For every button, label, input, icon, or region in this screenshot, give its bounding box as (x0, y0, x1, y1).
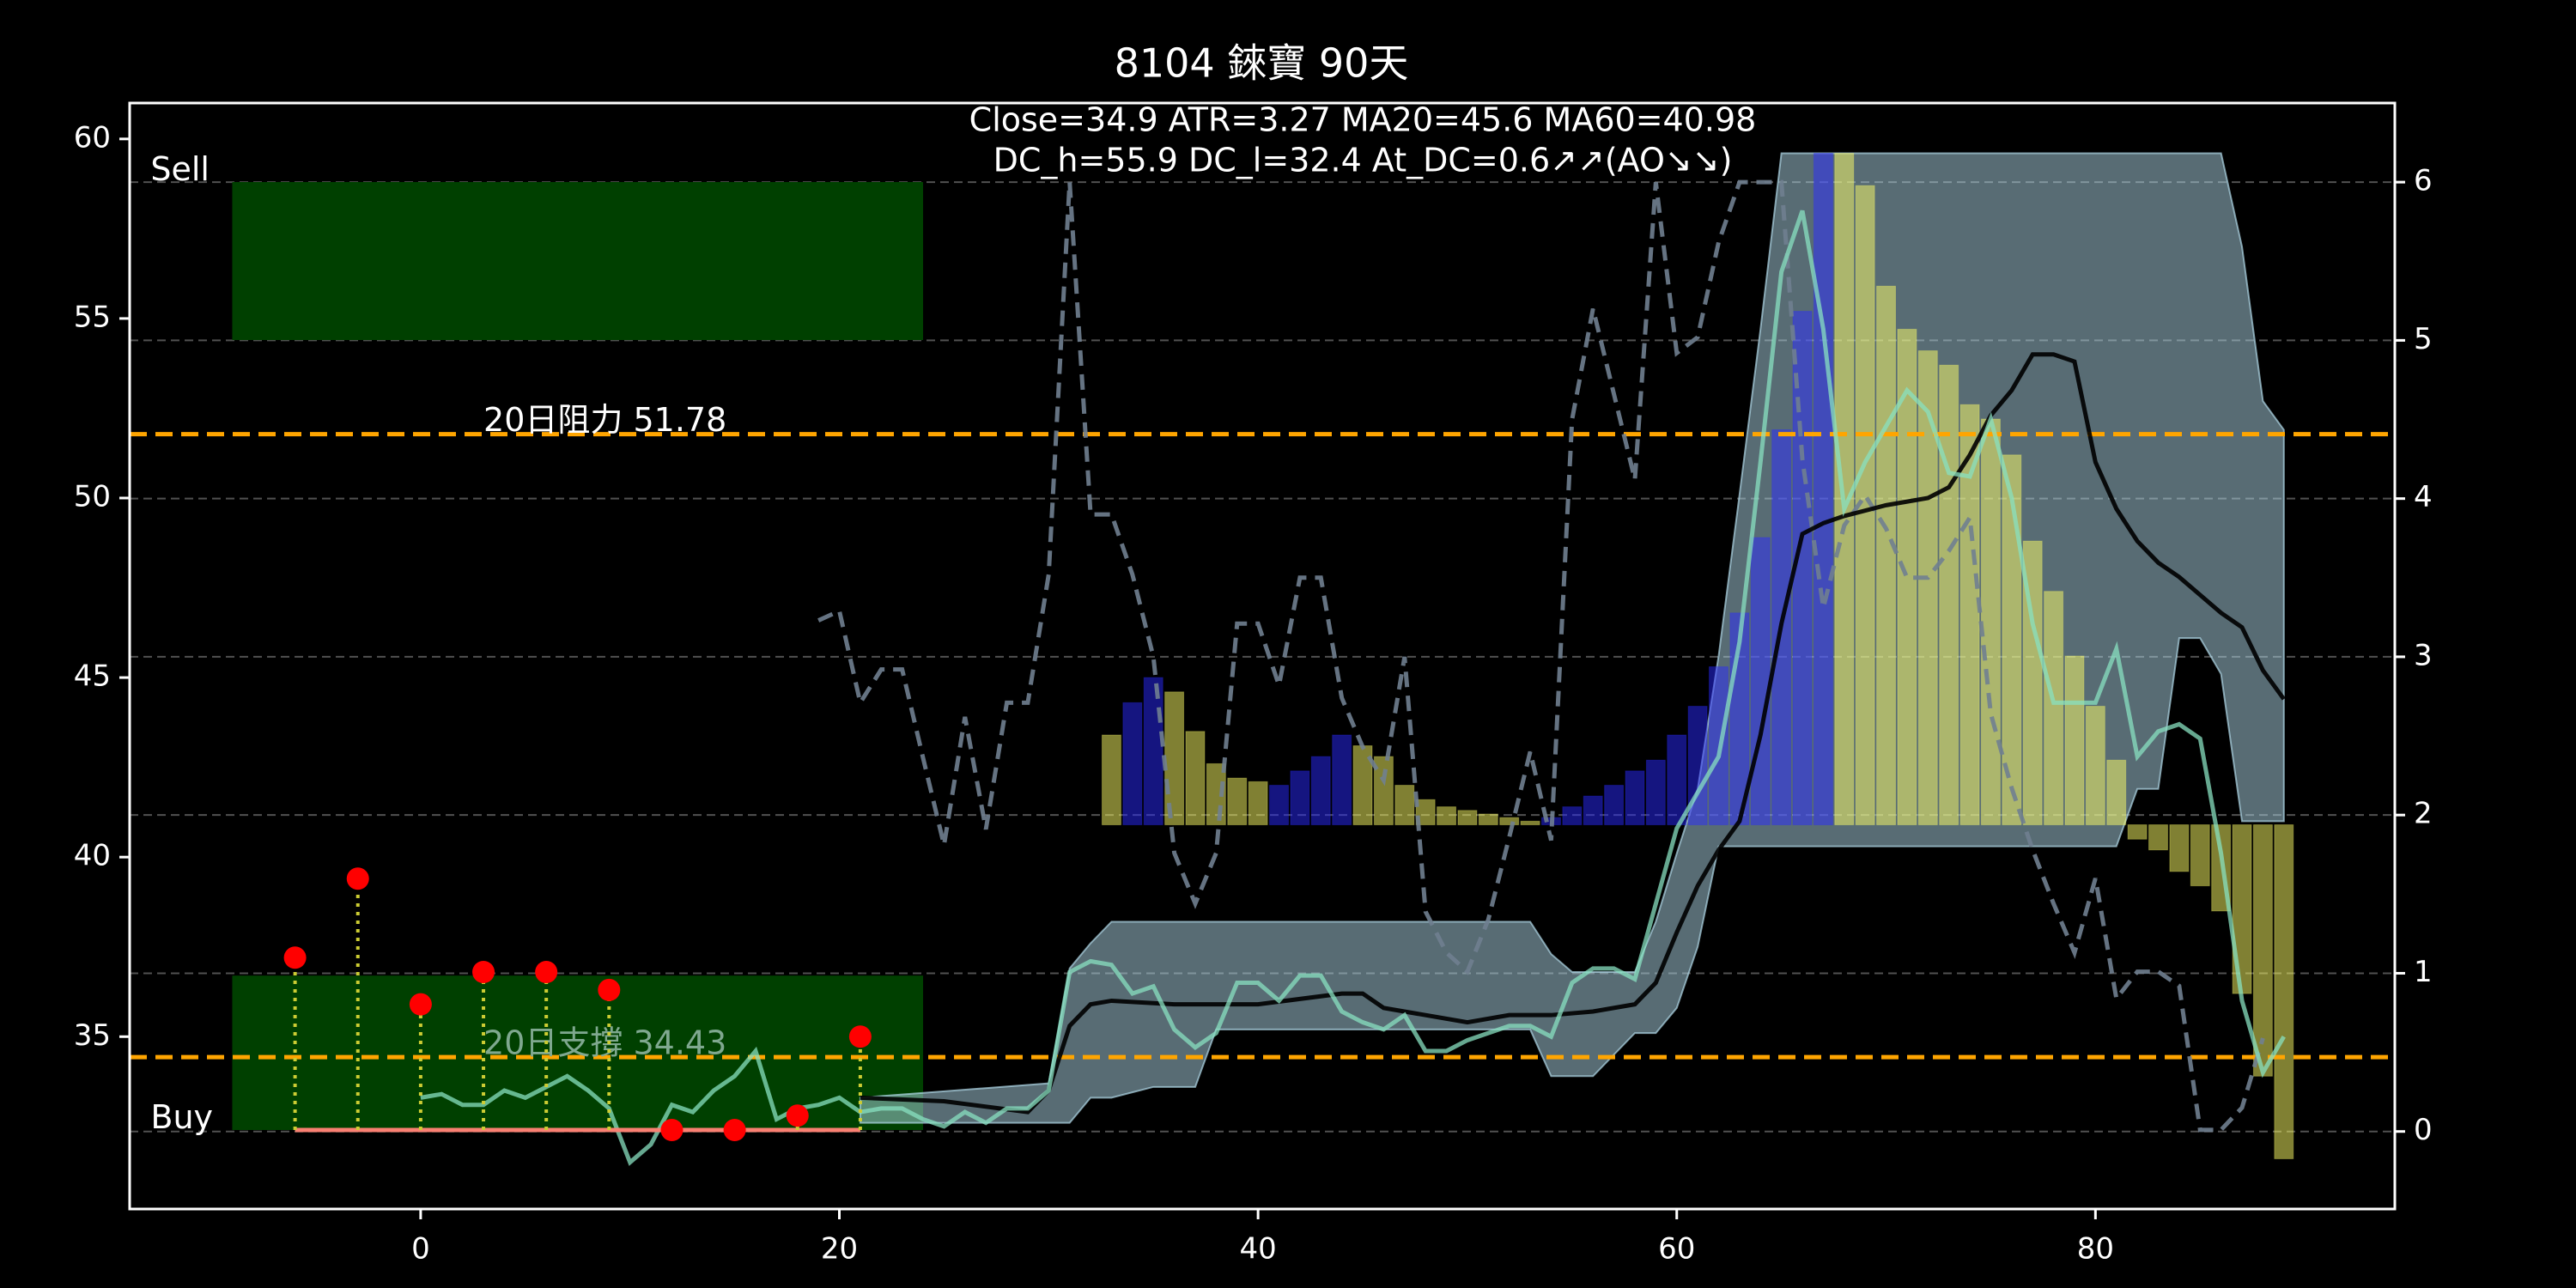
y-tick-label: 45 (74, 659, 111, 694)
ao-bar (2064, 655, 2085, 826)
zone (232, 975, 924, 1130)
ao-bar (2190, 824, 2210, 887)
ao-bar (1122, 702, 1143, 826)
ao-bar (1290, 770, 1310, 826)
zone-label: Buy (150, 1098, 213, 1136)
ao-bar (2044, 591, 2064, 826)
signal-dot (535, 961, 558, 983)
ao-bar (1415, 799, 1436, 826)
ao-bar (1394, 785, 1415, 826)
signal-dot (723, 1119, 746, 1141)
signal-dot (786, 1104, 809, 1127)
y-tick-label: 60 (74, 120, 111, 155)
signal-dot (472, 961, 495, 983)
ao-bar (1520, 820, 1540, 826)
signal-dot (598, 978, 621, 1001)
ao-bar (1248, 781, 1268, 826)
y-tick-label: 35 (74, 1018, 111, 1053)
y2-tick-label: 1 (2414, 955, 2433, 989)
level-label: 20日阻力 51.78 (483, 401, 726, 439)
x-tick-label: 60 (1658, 1232, 1695, 1267)
y2-tick-label: 2 (2414, 797, 2433, 831)
ao-bar (1185, 731, 1206, 826)
ao-bar (1645, 759, 1666, 826)
y2-tick-label: 0 (2414, 1113, 2433, 1147)
ao-bar (1876, 285, 1897, 826)
ao-bar (2274, 824, 2294, 1159)
ao-bar (1917, 350, 1938, 826)
y-tick-label: 40 (74, 839, 111, 873)
signal-dot (283, 946, 307, 969)
zone (232, 182, 924, 340)
ao-bar (2169, 824, 2190, 872)
ao-bar (1499, 817, 1520, 826)
ao-bar (1143, 677, 1163, 826)
series-line (420, 210, 2286, 1166)
ao-bar (2148, 824, 2168, 851)
y2-tick-label: 4 (2414, 480, 2433, 514)
ao-bar (1332, 734, 1352, 826)
ao-bar (1101, 734, 1121, 826)
chart-title: 8104 錸寶 90天 (1115, 40, 1409, 87)
ao-bar (1310, 756, 1331, 826)
ao-bar (1750, 537, 1771, 826)
ao-bar (1269, 785, 1289, 826)
ao-bar (1478, 813, 1498, 826)
zone-label: Sell (150, 150, 210, 188)
subtitle: DC_h=55.9 DC_l=32.4 At_DC=0.6↗↗(AO↘↘) (993, 142, 1733, 179)
y2-tick-label: 6 (2414, 164, 2433, 198)
x-tick-label: 20 (821, 1232, 858, 1267)
ao-bar (1583, 795, 1603, 826)
ao-bar (2106, 759, 2127, 826)
level-label: 20日支撐 34.43 (483, 1024, 726, 1062)
ao-bar (1373, 756, 1394, 826)
ao-bar (1457, 810, 1478, 826)
signal-dot (346, 867, 369, 890)
series-line (817, 179, 2265, 1133)
signal-dot (409, 993, 432, 1016)
x-tick-label: 0 (411, 1232, 430, 1267)
ao-bar (1604, 785, 1625, 826)
x-tick-label: 80 (2077, 1232, 2114, 1267)
y2-tick-label: 5 (2414, 322, 2433, 356)
ao-bar (2127, 824, 2148, 840)
signal-dot (660, 1119, 683, 1141)
x-tick-label: 40 (1239, 1232, 1276, 1267)
ao-bar (1959, 404, 1980, 826)
ao-bar (1625, 770, 1645, 826)
ao-bar (1437, 806, 1457, 826)
y-tick-label: 50 (74, 480, 111, 514)
ao-bar (2085, 706, 2105, 826)
ao-bar (1667, 734, 1687, 826)
ao-bar (1980, 418, 2001, 826)
ao-bar (1687, 706, 1708, 826)
ao-bar (2002, 454, 2022, 826)
subtitle: Close=34.9 ATR=3.27 MA20=45.6 MA60=40.98 (969, 101, 1757, 139)
ao-bar (1562, 806, 1583, 826)
ao-bar (1813, 153, 1833, 826)
y2-tick-label: 3 (2414, 638, 2433, 672)
ao-bar (2022, 540, 2043, 826)
y-tick-label: 55 (74, 300, 111, 334)
signal-dot (848, 1025, 872, 1048)
ao-bar (1227, 777, 1248, 826)
